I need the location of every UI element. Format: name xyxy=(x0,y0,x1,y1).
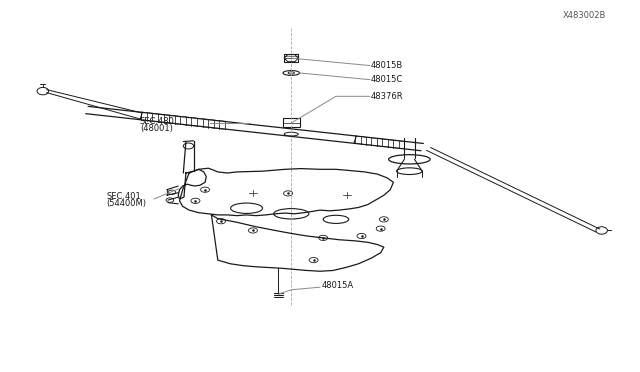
Text: 48015B: 48015B xyxy=(371,61,403,70)
Bar xyxy=(284,54,298,62)
Bar xyxy=(283,118,300,128)
Text: SEC.401: SEC.401 xyxy=(106,192,141,201)
Text: SEC.480: SEC.480 xyxy=(140,117,175,126)
Text: 48015C: 48015C xyxy=(371,75,403,84)
Text: X483002B: X483002B xyxy=(563,11,606,20)
Text: (54400M): (54400M) xyxy=(106,199,146,208)
Text: 48376R: 48376R xyxy=(371,92,404,101)
Text: 48015A: 48015A xyxy=(321,281,353,290)
Text: (48001): (48001) xyxy=(140,124,173,133)
